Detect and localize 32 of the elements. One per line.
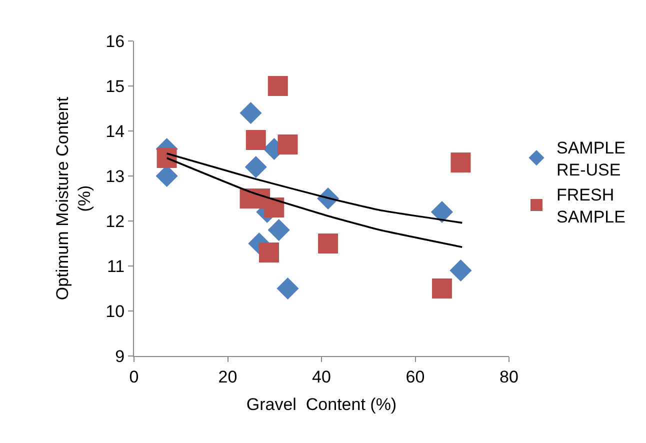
y-axis-title: Optimum Moisture Content (%) <box>53 96 94 300</box>
point <box>450 259 472 282</box>
point <box>156 148 177 168</box>
point <box>268 218 290 242</box>
point <box>318 234 338 254</box>
legend-label: SAMPLE RE-USE <box>556 138 626 180</box>
point <box>430 200 454 224</box>
point <box>259 242 279 262</box>
point <box>450 152 471 172</box>
y-tick-label: 15 <box>106 76 125 96</box>
x-tick-label: 80 <box>500 367 518 386</box>
point <box>276 277 299 300</box>
x-tick-label: 0 <box>129 367 139 386</box>
x-tick-label: 60 <box>406 367 425 386</box>
y-tick-label: 9 <box>115 346 125 366</box>
point <box>432 278 452 298</box>
point <box>244 156 267 178</box>
point <box>246 130 266 150</box>
y-tick-label: 10 <box>106 302 125 321</box>
legend-label: FRESH SAMPLE <box>556 186 626 227</box>
x-axis-title: Gravel Content (%) <box>246 394 397 414</box>
y-tick-label: 13 <box>106 166 125 186</box>
point <box>268 76 288 96</box>
y-tick-label: 12 <box>106 212 125 231</box>
y-tick-label: 14 <box>106 122 125 141</box>
point <box>264 198 284 218</box>
x-tick-label: 20 <box>218 367 238 386</box>
y-tick-label: 16 <box>106 32 125 51</box>
y-tick-label: 11 <box>106 256 125 276</box>
x-tick-label: 40 <box>312 367 331 386</box>
point <box>240 102 262 124</box>
point <box>278 134 298 154</box>
